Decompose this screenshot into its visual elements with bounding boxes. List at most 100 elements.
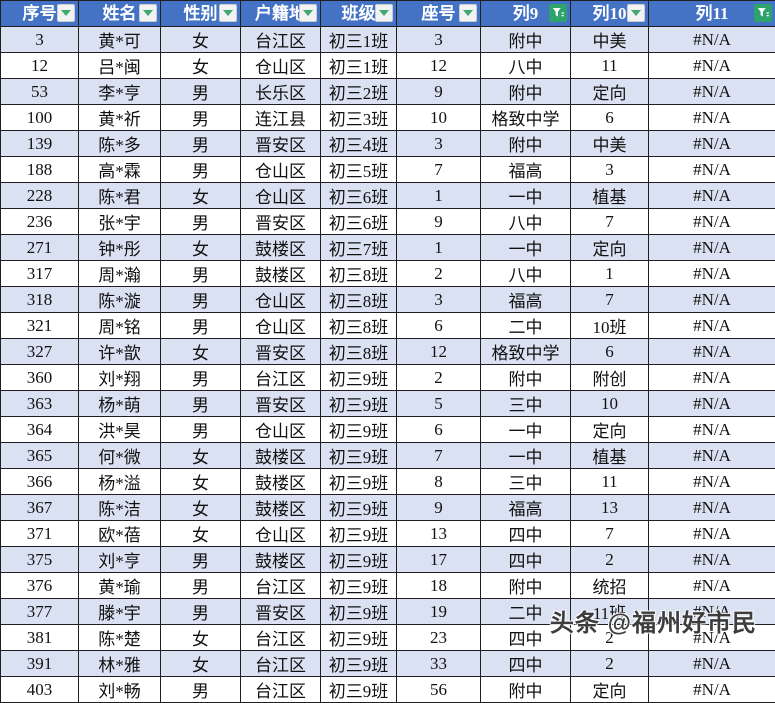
cell[interactable]: #N/A: [649, 547, 775, 573]
cell[interactable]: 女: [161, 235, 241, 261]
cell[interactable]: 男: [161, 131, 241, 157]
cell[interactable]: 男: [161, 417, 241, 443]
cell[interactable]: 初三5班: [321, 157, 397, 183]
cell[interactable]: 仓山区: [241, 157, 321, 183]
cell[interactable]: 许*歆: [79, 339, 161, 365]
filter-dropdown-button[interactable]: [627, 4, 645, 22]
cell[interactable]: 初三9班: [321, 365, 397, 391]
cell[interactable]: 黄*祈: [79, 105, 161, 131]
cell[interactable]: 371: [1, 521, 79, 547]
cell[interactable]: 5: [397, 391, 481, 417]
cell[interactable]: 定向: [571, 79, 649, 105]
cell[interactable]: 二中: [481, 599, 571, 625]
cell[interactable]: 11班: [571, 599, 649, 625]
cell[interactable]: 12: [397, 53, 481, 79]
cell[interactable]: 初三8班: [321, 287, 397, 313]
cell[interactable]: #N/A: [649, 157, 775, 183]
cell[interactable]: 375: [1, 547, 79, 573]
cell[interactable]: 23: [397, 625, 481, 651]
cell[interactable]: 13: [397, 521, 481, 547]
column-header-1[interactable]: 序号: [1, 1, 79, 27]
cell[interactable]: 附中: [481, 79, 571, 105]
cell[interactable]: 13: [571, 495, 649, 521]
cell[interactable]: 初三9班: [321, 677, 397, 703]
cell[interactable]: 365: [1, 443, 79, 469]
cell[interactable]: 陈*洁: [79, 495, 161, 521]
cell[interactable]: 植基: [571, 443, 649, 469]
cell[interactable]: 女: [161, 469, 241, 495]
cell[interactable]: 一中: [481, 417, 571, 443]
cell[interactable]: 男: [161, 599, 241, 625]
cell[interactable]: 366: [1, 469, 79, 495]
cell[interactable]: 7: [571, 209, 649, 235]
cell[interactable]: 男: [161, 157, 241, 183]
column-header-3[interactable]: 性别: [161, 1, 241, 27]
filter-active-button[interactable]: [549, 4, 567, 22]
cell[interactable]: 格致中学: [481, 339, 571, 365]
cell[interactable]: 1: [397, 235, 481, 261]
cell[interactable]: 女: [161, 53, 241, 79]
cell[interactable]: 6: [397, 313, 481, 339]
cell[interactable]: 仓山区: [241, 313, 321, 339]
cell[interactable]: 鼓楼区: [241, 235, 321, 261]
cell[interactable]: #N/A: [649, 391, 775, 417]
column-header-9[interactable]: 列11: [649, 1, 775, 27]
cell[interactable]: 初三9班: [321, 443, 397, 469]
filter-dropdown-button[interactable]: [299, 4, 317, 22]
cell[interactable]: 初三9班: [321, 469, 397, 495]
cell[interactable]: 3: [397, 287, 481, 313]
cell[interactable]: 初三9班: [321, 573, 397, 599]
column-header-6[interactable]: 座号: [397, 1, 481, 27]
cell[interactable]: 2: [397, 261, 481, 287]
cell[interactable]: 381: [1, 625, 79, 651]
cell[interactable]: 初三9班: [321, 651, 397, 677]
cell[interactable]: 7: [571, 521, 649, 547]
cell[interactable]: 9: [397, 495, 481, 521]
cell[interactable]: 男: [161, 365, 241, 391]
cell[interactable]: #N/A: [649, 209, 775, 235]
cell[interactable]: 初三1班: [321, 27, 397, 53]
cell[interactable]: 56: [397, 677, 481, 703]
cell[interactable]: #N/A: [649, 105, 775, 131]
cell[interactable]: #N/A: [649, 53, 775, 79]
cell[interactable]: 鼓楼区: [241, 495, 321, 521]
cell[interactable]: 台江区: [241, 625, 321, 651]
cell[interactable]: 仓山区: [241, 417, 321, 443]
cell[interactable]: #N/A: [649, 365, 775, 391]
cell[interactable]: 福高: [481, 287, 571, 313]
cell[interactable]: 台江区: [241, 677, 321, 703]
cell[interactable]: 福高: [481, 495, 571, 521]
cell[interactable]: 初三9班: [321, 495, 397, 521]
cell[interactable]: 1: [397, 183, 481, 209]
cell[interactable]: #N/A: [649, 339, 775, 365]
cell[interactable]: 刘*亨: [79, 547, 161, 573]
cell[interactable]: 236: [1, 209, 79, 235]
cell[interactable]: 初三9班: [321, 521, 397, 547]
cell[interactable]: 连江县: [241, 105, 321, 131]
cell[interactable]: 杨*萌: [79, 391, 161, 417]
cell[interactable]: 吕*闽: [79, 53, 161, 79]
cell[interactable]: 8: [397, 469, 481, 495]
cell[interactable]: #N/A: [649, 651, 775, 677]
cell[interactable]: 271: [1, 235, 79, 261]
cell[interactable]: 植基: [571, 183, 649, 209]
cell[interactable]: 男: [161, 209, 241, 235]
cell[interactable]: 附中: [481, 677, 571, 703]
cell[interactable]: 滕*宇: [79, 599, 161, 625]
cell[interactable]: 367: [1, 495, 79, 521]
cell[interactable]: #N/A: [649, 625, 775, 651]
cell[interactable]: #N/A: [649, 313, 775, 339]
cell[interactable]: 初三4班: [321, 131, 397, 157]
cell[interactable]: 台江区: [241, 651, 321, 677]
cell[interactable]: #N/A: [649, 469, 775, 495]
cell[interactable]: 仓山区: [241, 287, 321, 313]
cell[interactable]: 陈*多: [79, 131, 161, 157]
cell[interactable]: 二中: [481, 313, 571, 339]
cell[interactable]: 周*铭: [79, 313, 161, 339]
cell[interactable]: 高*霖: [79, 157, 161, 183]
cell[interactable]: 228: [1, 183, 79, 209]
cell[interactable]: 刘*翔: [79, 365, 161, 391]
cell[interactable]: 188: [1, 157, 79, 183]
cell[interactable]: 陈*楚: [79, 625, 161, 651]
cell[interactable]: 男: [161, 79, 241, 105]
